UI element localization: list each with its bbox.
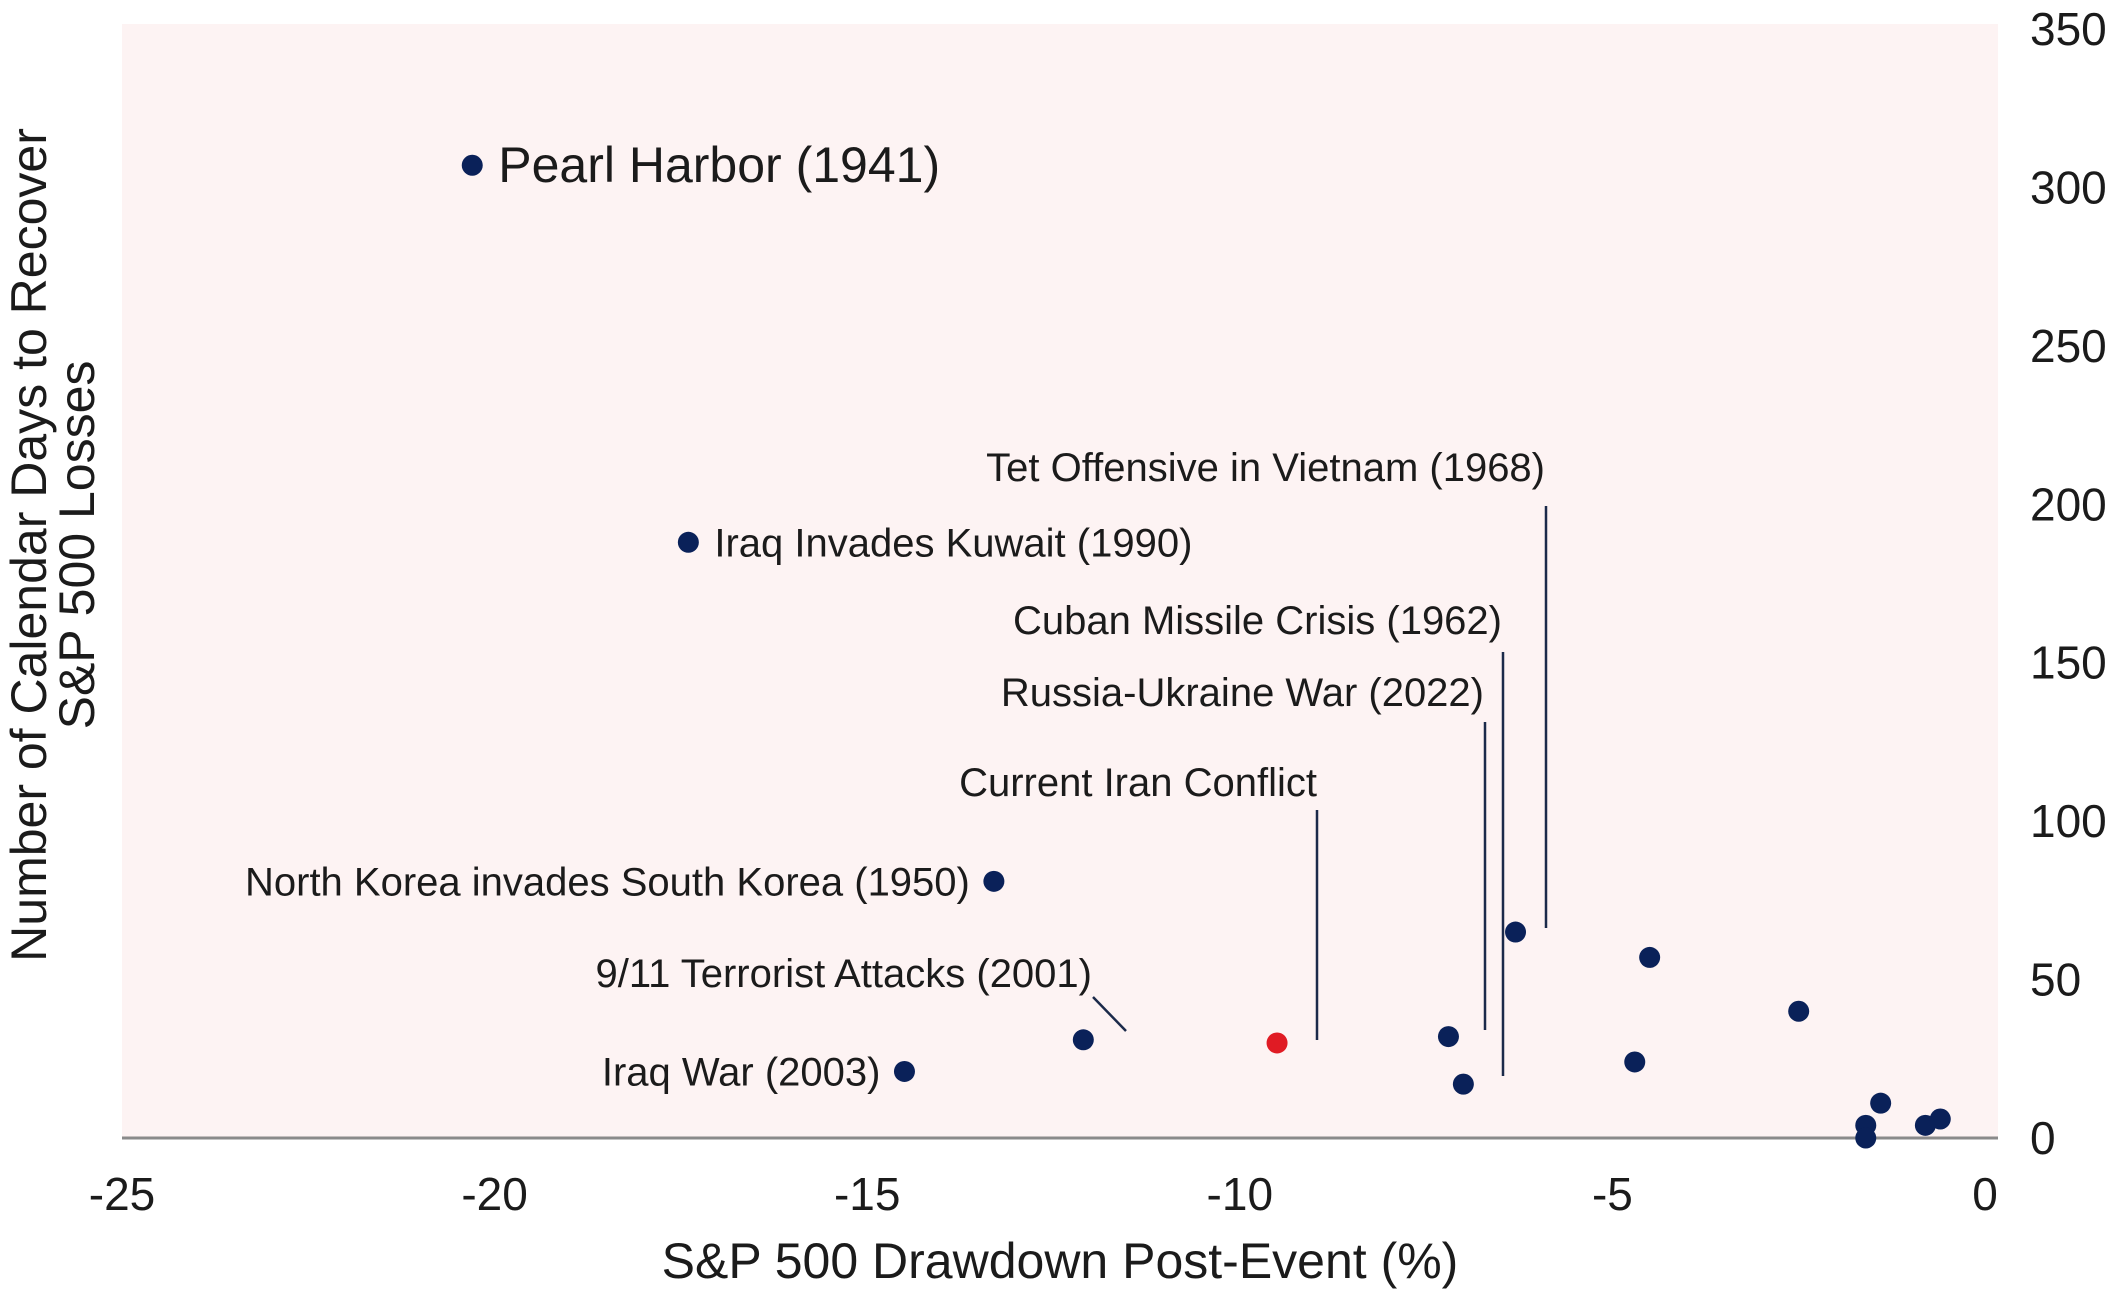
x-tick-label: -10 xyxy=(1207,1168,1273,1220)
x-tick-label: -15 xyxy=(834,1168,900,1220)
y-tick-label: 100 xyxy=(2030,795,2107,847)
data-point xyxy=(1624,1051,1646,1073)
point-label-north-korea-invades-south-korea-1950: North Korea invades South Korea (1950) xyxy=(245,860,970,904)
y-axis-title-line-1: Number of Calendar Days to Recover xyxy=(1,128,57,962)
data-point-russia-ukraine-war-2022 xyxy=(1437,1026,1459,1048)
point-label-tet-offensive-in-vietnam-1968: Tet Offensive in Vietnam (1968) xyxy=(986,446,1545,490)
y-tick-label: 50 xyxy=(2030,954,2081,1006)
data-points xyxy=(461,154,1951,1149)
point-label-9-11-terrorist-attacks-2001: 9/11 Terrorist Attacks (2001) xyxy=(595,952,1092,996)
point-label-russia-ukraine-war-2022: Russia-Ukraine War (2022) xyxy=(1001,671,1484,715)
y-tick-label: 250 xyxy=(2030,320,2107,372)
y-tick-label: 0 xyxy=(2030,1112,2056,1164)
data-point xyxy=(1639,946,1661,968)
x-tick-label: -25 xyxy=(89,1168,155,1220)
data-point-north-korea-invades-south-korea-1950 xyxy=(983,870,1005,892)
x-tick-label: -5 xyxy=(1592,1168,1633,1220)
data-point-cuban-missile-crisis-1962 xyxy=(1452,1073,1474,1095)
x-tick-label: 0 xyxy=(1972,1168,1998,1220)
data-point-iraq-invades-kuwait-1990 xyxy=(677,531,699,553)
data-point xyxy=(1929,1108,1951,1130)
point-labels: Pearl Harbor (1941) Iraq Invades Kuwait (… xyxy=(245,137,1545,1094)
point-label-pearl-harbor-1941: Pearl Harbor (1941) xyxy=(498,137,940,193)
leader-lines xyxy=(1092,506,1548,1076)
point-label-cuban-missile-crisis-1962: Cuban Missile Crisis (1962) xyxy=(1013,599,1502,643)
x-tick-label: -20 xyxy=(461,1168,527,1220)
data-point xyxy=(1870,1092,1892,1114)
data-point-pearl-harbor-1941 xyxy=(461,154,483,176)
point-label-iraq-war-2003: Iraq War (2003) xyxy=(602,1050,881,1094)
data-point-current-iran-conflict xyxy=(1266,1032,1288,1054)
data-point-tet-offensive-in-vietnam-1968 xyxy=(1505,921,1527,943)
leader-line xyxy=(1092,996,1127,1032)
x-axis-title: S&P 500 Drawdown Post-Event (%) xyxy=(662,1233,1459,1289)
point-label-iraq-invades-kuwait-1990: Iraq Invades Kuwait (1990) xyxy=(714,521,1192,565)
y-tick-label: 350 xyxy=(2030,3,2107,55)
y-tick-label: 150 xyxy=(2030,637,2107,689)
point-label-current-iran-conflict: Current Iran Conflict xyxy=(959,761,1317,805)
y-tick-label: 300 xyxy=(2030,161,2107,213)
data-point-iraq-war-2003 xyxy=(893,1060,915,1082)
plot-background xyxy=(122,24,1998,1138)
data-point xyxy=(1855,1127,1877,1149)
y-axis-title-line-2: S&P 500 Losses xyxy=(49,361,105,730)
y-tick-label: 200 xyxy=(2030,478,2107,530)
data-point-9-11-terrorist-attacks-2001 xyxy=(1072,1029,1094,1051)
y-tick-labels: 0 50 100 150 200 250 300 350 xyxy=(2030,3,2107,1164)
y-axis-title: Number of Calendar Days to Recover S&P 5… xyxy=(1,128,105,962)
x-tick-labels: -25 -20 -15 -10 -5 0 xyxy=(89,1168,1998,1220)
data-point xyxy=(1788,1000,1810,1022)
